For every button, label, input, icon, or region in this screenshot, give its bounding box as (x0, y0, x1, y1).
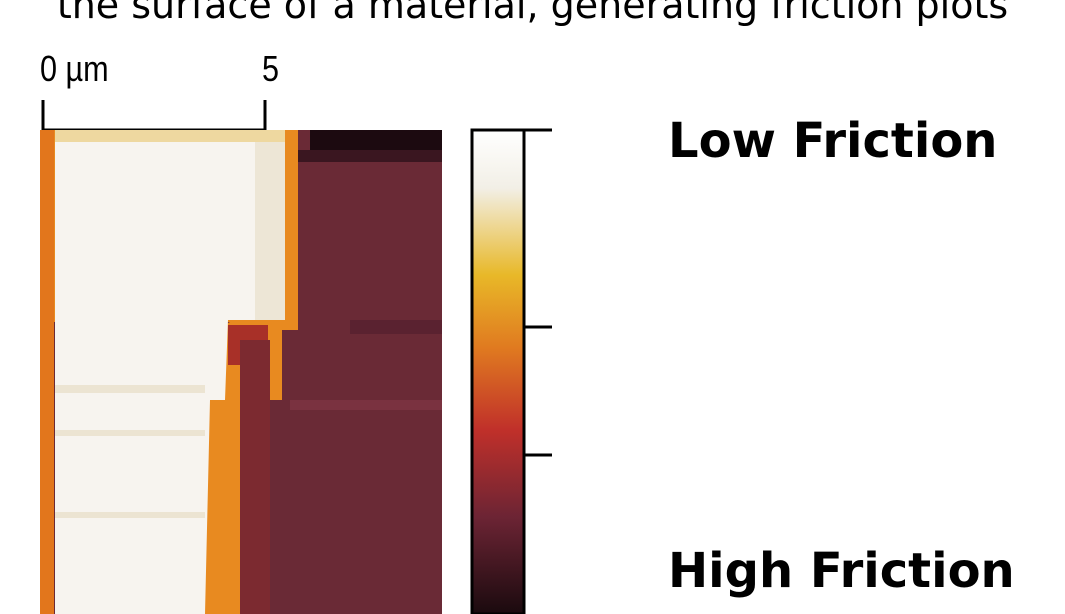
friction-map (40, 130, 442, 614)
scale-bar (42, 100, 266, 130)
colorbar (472, 130, 552, 614)
colorbar-bottom-label: High Friction (668, 543, 1015, 599)
slide: the surface of a material, generating fr… (0, 0, 1065, 614)
friction-figure (0, 0, 1065, 614)
colorbar-top-label: Low Friction (668, 113, 997, 169)
